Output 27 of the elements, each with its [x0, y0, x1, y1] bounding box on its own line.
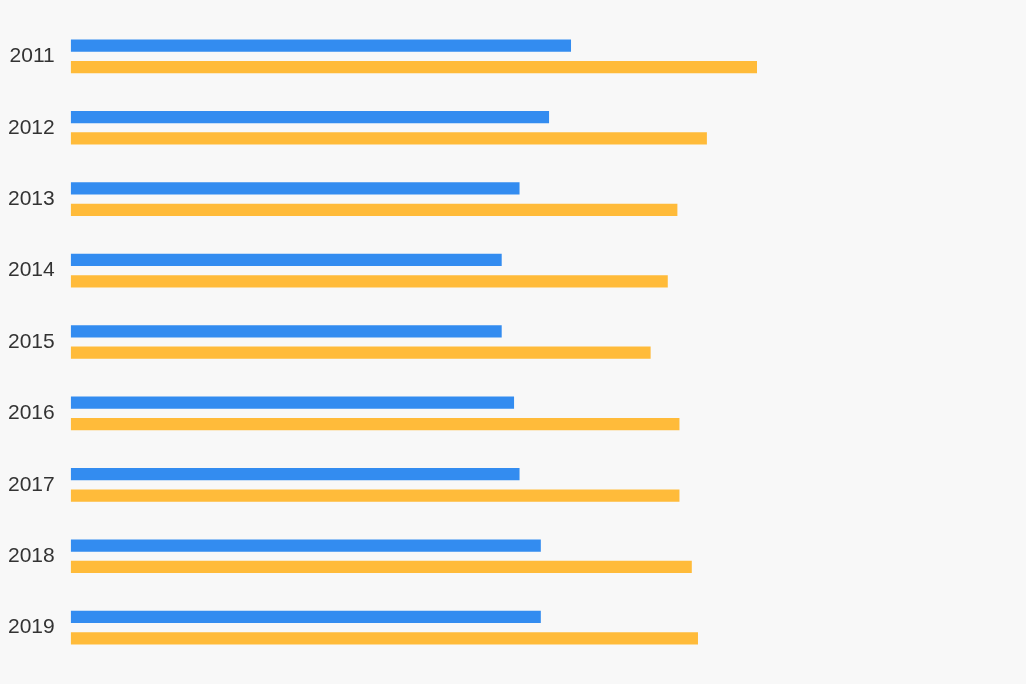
- y-tick-label: 2015: [8, 328, 55, 352]
- bar: [70, 396, 515, 409]
- bar: [70, 610, 541, 624]
- bar: [70, 253, 502, 266]
- bar: [70, 468, 520, 481]
- y-tick-label: 2011: [9, 43, 55, 67]
- bar: [70, 489, 680, 502]
- bar: [70, 132, 707, 145]
- bar: [70, 560, 692, 574]
- bar: [70, 182, 520, 195]
- y-tick-label: 2012: [8, 114, 55, 138]
- bar: [70, 346, 651, 359]
- y-tick-label: 2013: [8, 185, 55, 209]
- y-tick-label: 2019: [8, 614, 55, 638]
- bar: [70, 418, 680, 431]
- bar: [70, 325, 502, 338]
- bar: [70, 60, 757, 74]
- bar: [70, 203, 678, 216]
- y-tick-label: 2016: [8, 400, 55, 424]
- y-tick-label: 2017: [8, 471, 55, 495]
- y-tick-label: 2014: [8, 257, 56, 281]
- bar: [70, 632, 698, 645]
- bar: [70, 39, 572, 52]
- bar: [70, 110, 550, 124]
- bar: [70, 275, 668, 288]
- y-tick-label: 2018: [8, 543, 55, 567]
- bar: [70, 539, 541, 552]
